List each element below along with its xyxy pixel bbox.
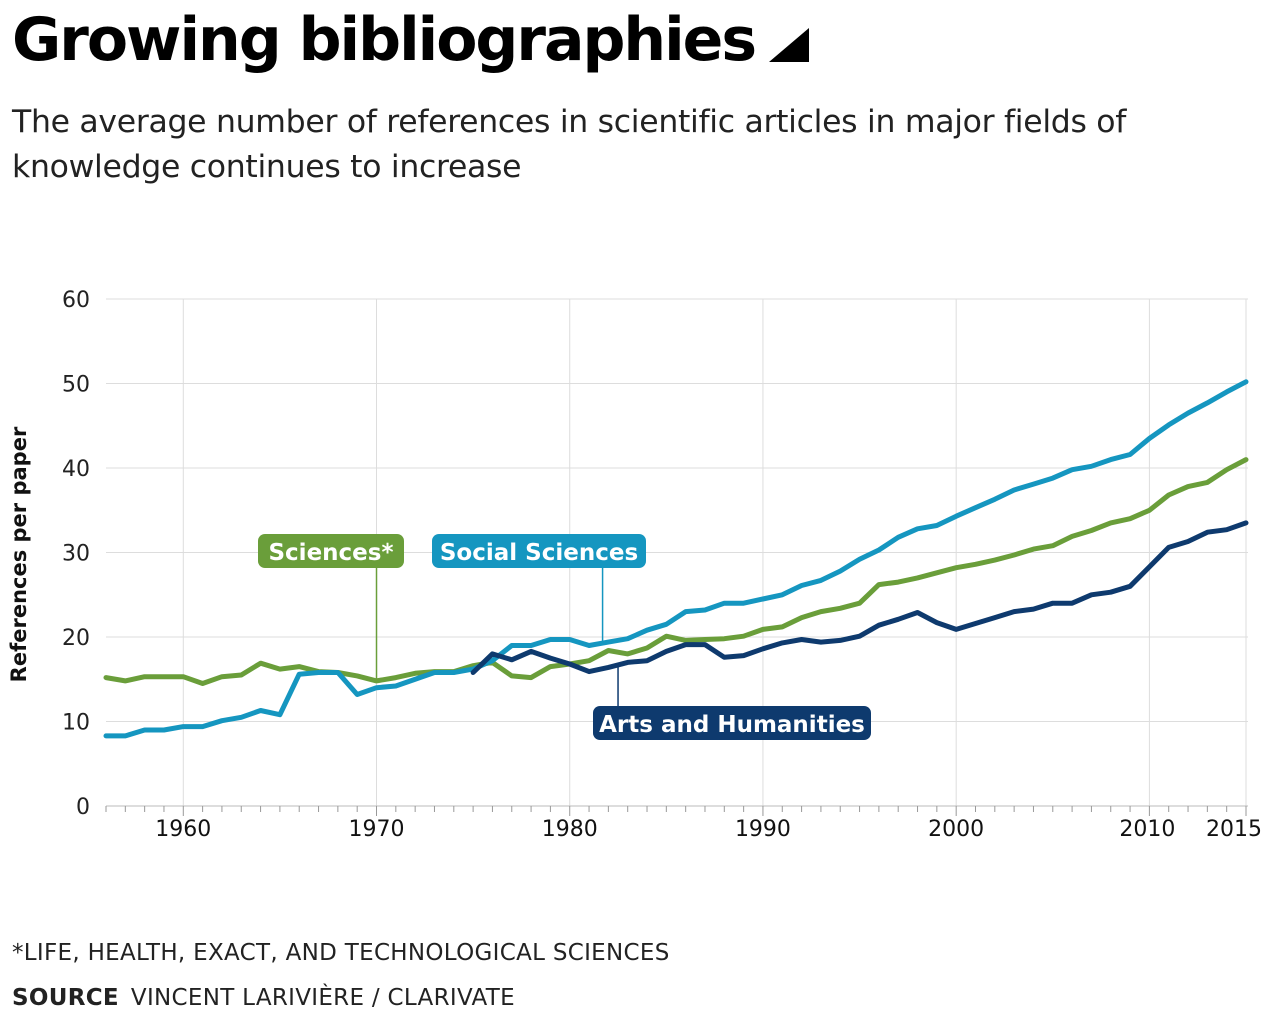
page-title: Growing bibliographies (12, 5, 757, 75)
x-tick-label: 1990 (735, 817, 791, 842)
series-label-badge-sciences (258, 534, 404, 568)
footnote: *LIFE, HEALTH, EXACT, AND TECHNOLOGICAL … (12, 940, 670, 966)
series-label-badge-social-sciences (432, 534, 646, 568)
series-line-sciences (103, 457, 1249, 686)
source-text: VINCENT LARIVIÈRE / CLARIVATE (130, 985, 515, 1011)
series-label-arts-humanities: Arts and Humanities (599, 712, 865, 738)
x-tick-label: 2000 (928, 817, 984, 842)
series-label-social-sciences: Social Sciences (440, 540, 638, 566)
x-tick-label: 1970 (349, 817, 405, 842)
series-line-arts-humanities (470, 520, 1249, 675)
source-line: SOURCE VINCENT LARIVIÈRE / CLARIVATE (12, 985, 515, 1011)
y-tick-label: 0 (76, 795, 90, 820)
y-tick-label: 50 (62, 373, 90, 398)
x-tick-label: 2015 (1206, 817, 1262, 842)
y-tick-label: 10 (62, 711, 90, 736)
y-axis-label: References per paper (7, 426, 31, 682)
corner-triangle-icon (769, 28, 810, 62)
x-tick-label: 1960 (155, 817, 211, 842)
y-tick-label: 20 (62, 626, 90, 651)
x-tick-label: 1980 (542, 817, 598, 842)
y-tick-label: 30 (62, 542, 90, 567)
series-line-social-sciences (103, 379, 1249, 739)
source-label: SOURCE (12, 985, 119, 1011)
series-label-badge-arts-humanities (593, 706, 871, 740)
series-label-sciences: Sciences* (268, 540, 393, 566)
page-subtitle: The average number of references in scie… (12, 104, 1127, 185)
y-tick-label: 60 (62, 288, 90, 313)
title-row: Growing bibliographies (12, 0, 810, 80)
y-tick-label: 40 (62, 457, 90, 482)
x-tick-label: 2010 (1119, 817, 1175, 842)
